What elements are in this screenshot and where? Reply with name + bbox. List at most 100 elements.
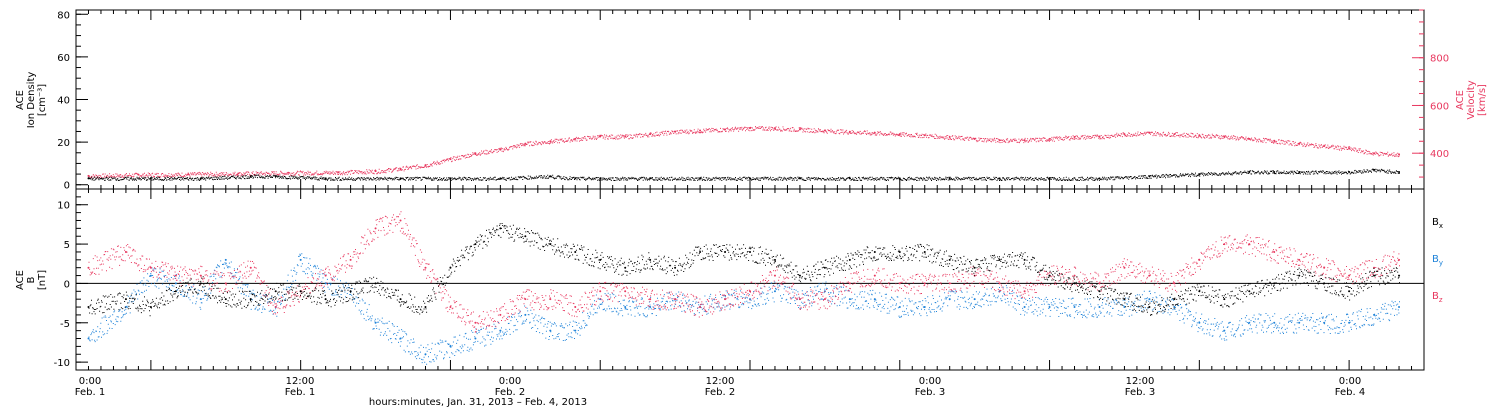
by-series-point [1273, 321, 1276, 324]
density-series [87, 168, 1401, 181]
bx-series-point [624, 266, 627, 269]
by-series-point [1023, 306, 1026, 309]
b-tick-label: 5 [64, 240, 70, 251]
bz-series-point [848, 282, 851, 285]
bx-series-point [1123, 298, 1126, 301]
bx-series-point [773, 258, 776, 261]
by-series [87, 253, 1401, 365]
density-tick-label: 60 [57, 53, 70, 64]
bz-series-point [274, 306, 277, 309]
bx-series-point [674, 266, 677, 269]
bz-series-scatter [88, 211, 1400, 333]
bx-series-point [224, 298, 227, 301]
bx-series-scatter [88, 223, 1400, 317]
legend-bx-sub: x [1439, 222, 1443, 230]
velocity-axis-title-line: Velocity [1466, 80, 1477, 119]
by-series-point [973, 298, 976, 301]
bz-series-point [349, 258, 352, 261]
by-series-point [474, 337, 477, 340]
bz-series-point [174, 274, 177, 277]
legend-bz: Bz [1432, 291, 1443, 304]
bz-series-point [649, 298, 652, 301]
density-axis-title: ACE Ion Density [cm⁻³] [15, 72, 48, 129]
bz-series-point [374, 227, 377, 230]
bz-series-point [599, 290, 602, 293]
magnetic-field-panel [76, 211, 1424, 365]
bx-series-point [1298, 274, 1301, 277]
legend-by: By [1432, 254, 1443, 267]
density-series-point [948, 177, 951, 180]
bx-series-point [574, 250, 577, 253]
b-axis-title: ACE B [nT] [15, 270, 48, 290]
velocity-series-point [237, 172, 240, 175]
by-series-point [848, 298, 851, 301]
by-series-point [624, 306, 627, 309]
x-tick-label-time: 0:00 [1339, 376, 1361, 387]
bz-series-point [249, 266, 252, 269]
bz-series-point [1348, 274, 1351, 277]
by-series-point [1098, 306, 1101, 309]
x-tick-label-time: 12:00 [1126, 376, 1155, 387]
bz-series-point [1123, 266, 1126, 269]
bx-series-point [324, 298, 327, 301]
velocity-tick-label: 800 [1430, 54, 1449, 65]
density-series-scatter [88, 168, 1400, 181]
bx-series-point [998, 258, 1001, 261]
bx-series-point [1198, 290, 1201, 293]
by-series-point [224, 258, 227, 261]
by-series-point [1148, 298, 1151, 301]
bz-series-point [1298, 258, 1301, 261]
bx-series-point [1023, 258, 1026, 261]
bx-series-point [923, 250, 926, 253]
x-tick-label-date: Feb. 2 [705, 387, 735, 398]
density-axis-title-line: Ion Density [26, 72, 37, 129]
bx-series-point [1223, 298, 1226, 301]
bz-series-point [699, 306, 702, 309]
velocity-axis-title: ACE Velocity [km/s] [1455, 80, 1488, 119]
by-series-point [299, 258, 302, 261]
b-tick-label: 10 [57, 201, 70, 212]
bx-series-point [524, 235, 527, 238]
b-axis-title-line: B [26, 276, 37, 283]
bz-series-point [923, 282, 926, 285]
bx-series-point [499, 227, 502, 230]
by-series-point [1348, 321, 1351, 324]
bx-series-point [599, 258, 602, 261]
bx-series-point [1173, 298, 1176, 301]
by-series-point [524, 313, 527, 316]
by-series-point [87, 337, 90, 340]
velocity-series-point [549, 140, 552, 143]
bz-series-point [424, 266, 427, 269]
x-tick-label-time: 0:00 [919, 376, 941, 387]
bz-series-point [449, 306, 452, 309]
bx-series-point [798, 274, 801, 277]
legend-bx: Bx [1432, 217, 1443, 230]
density-tick-label: 20 [57, 138, 70, 149]
velocity-series [87, 126, 1401, 179]
velocity-series-point [1073, 135, 1076, 138]
by-series-point [374, 321, 377, 324]
bx-series-point [973, 266, 976, 269]
bx-series-point [1348, 290, 1351, 293]
by-series-point [898, 306, 901, 309]
b-axis-title-line: ACE [15, 270, 26, 290]
bz-series-point [873, 274, 876, 277]
bx-series-point [1373, 274, 1376, 277]
bz-series-point [199, 274, 202, 277]
velocity-series-point [699, 129, 702, 132]
top-panel-frame [75, 9, 1425, 190]
x-tick-label-time: 0:00 [79, 376, 101, 387]
bz-series-point [624, 290, 627, 293]
bx-series [87, 223, 1401, 317]
bz-series-point [823, 298, 826, 301]
by-series-point [873, 298, 876, 301]
bx-series-point [199, 282, 202, 285]
x-tick-label-date: Feb. 2 [495, 387, 525, 398]
bz-series [87, 211, 1401, 333]
by-series-point [499, 329, 502, 332]
bx-series-point [249, 298, 252, 301]
x-tick-label-date: Feb. 3 [915, 387, 945, 398]
b-tick-label: -10 [54, 358, 70, 369]
by-series-point [1398, 306, 1401, 309]
